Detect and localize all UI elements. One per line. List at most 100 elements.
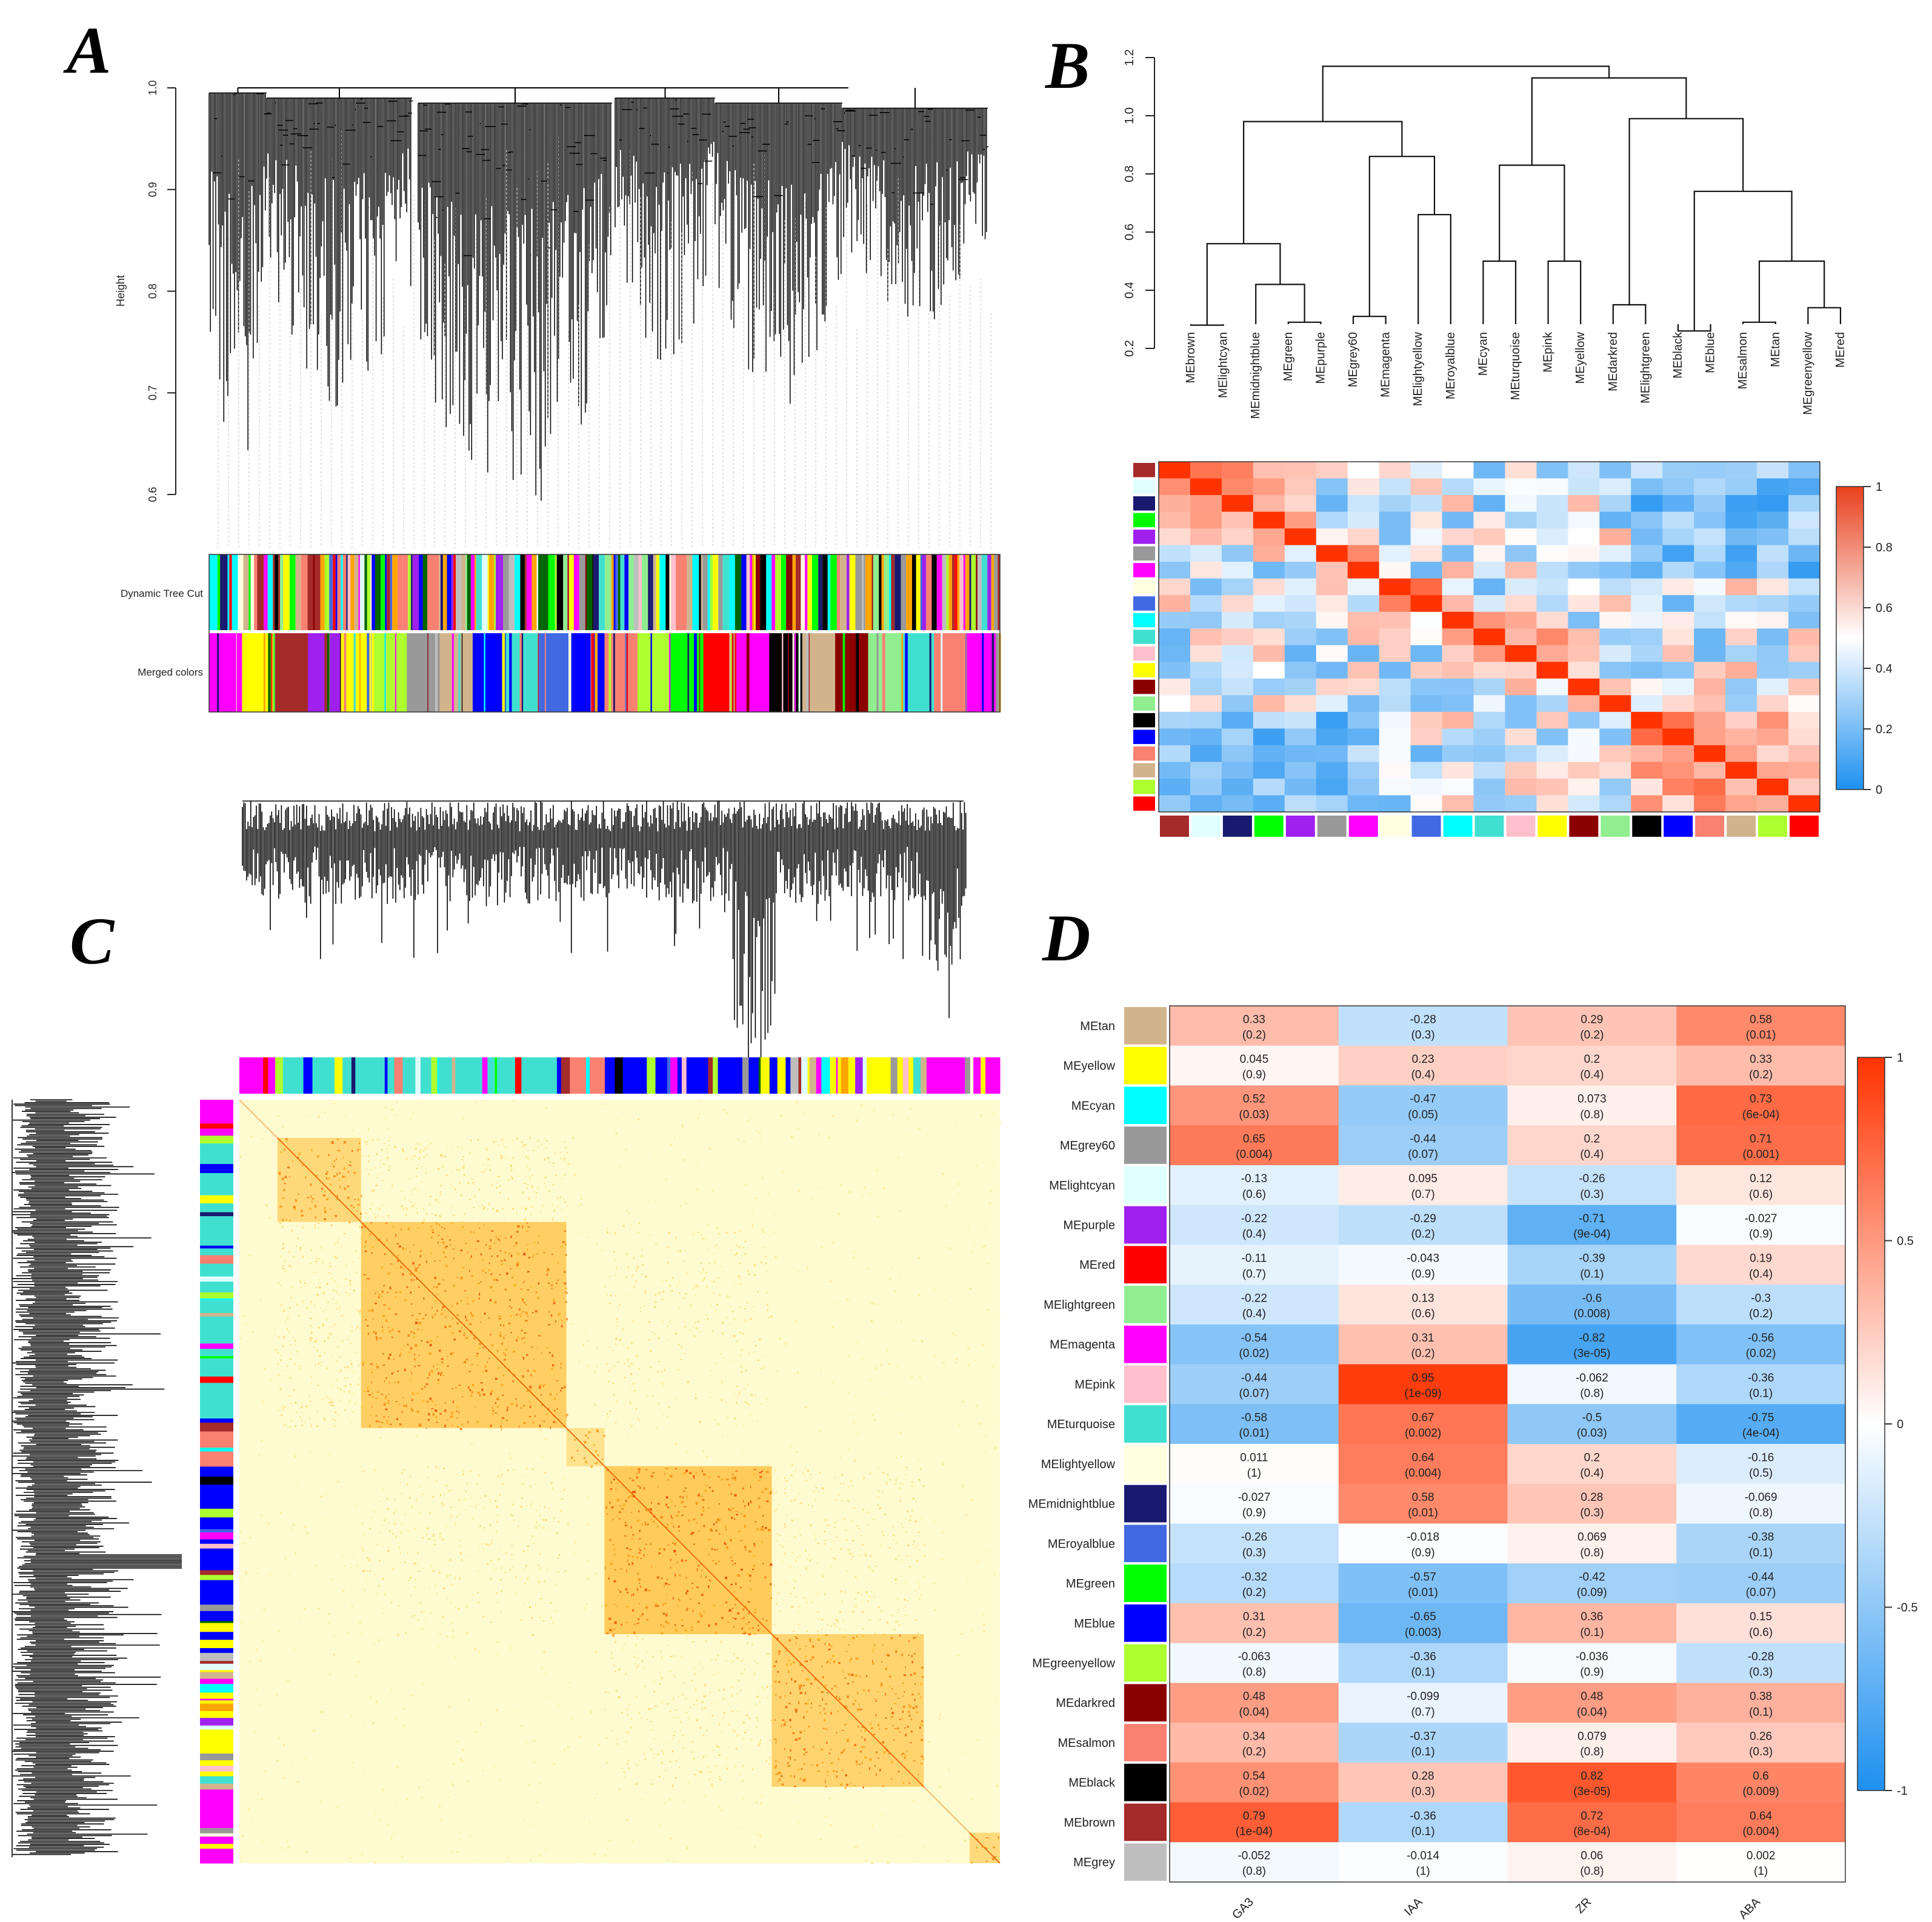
panel-a-dynamic-segment xyxy=(741,554,747,630)
panel-c-offblock-speckle xyxy=(278,1282,279,1284)
panel-c-offblock-speckle xyxy=(376,1593,378,1595)
panel-c-left-color-bar-segment xyxy=(200,1466,233,1472)
panel-c-background-speckle xyxy=(824,1816,827,1818)
panel-c-module-speckle xyxy=(515,1339,518,1342)
panel-b-col-color-blue xyxy=(1664,816,1693,837)
panel-c-offblock-speckle xyxy=(500,1469,501,1471)
panel-c-module-speckle xyxy=(994,1856,996,1858)
panel-b: B 0.20.40.60.81.01.2 MEbrown MElightcyan M… xyxy=(1044,28,1893,837)
panel-c-module-speckle xyxy=(371,1406,373,1408)
panel-a-dynamic-segment xyxy=(447,554,451,630)
panel-c-background-speckle xyxy=(961,1634,962,1636)
panel-c-module-speckle xyxy=(908,1711,910,1714)
panel-c-module-speckle xyxy=(371,1309,374,1312)
panel-c-module-speckle xyxy=(447,1419,449,1421)
panel-c-offblock-speckle xyxy=(368,1559,370,1561)
panel-c-background-speckle xyxy=(996,1422,998,1424)
panel-c-top-color-bar-segment xyxy=(713,1057,719,1094)
panel-c-module-speckle xyxy=(823,1708,825,1711)
panel-c-background-speckle xyxy=(542,1205,544,1206)
panel-b-heatmap-cell xyxy=(1725,528,1757,546)
panel-c-left-color-bar-segment xyxy=(200,1604,233,1612)
panel-c-module-speckle xyxy=(484,1312,486,1315)
panel-c-background-speckle xyxy=(306,1532,308,1535)
panel-c-background-speckle xyxy=(524,1532,526,1534)
panel-c-offblock-speckle xyxy=(458,1608,460,1610)
panel-c-background-speckle xyxy=(993,1446,996,1449)
panel-a-merged-segment xyxy=(209,633,242,712)
panel-c-module-speckle xyxy=(604,1567,606,1569)
panel-c-module-speckle xyxy=(625,1588,628,1591)
panel-c-left-color-bar-segment xyxy=(200,1143,233,1150)
panel-c-top-color-bar-segment xyxy=(661,1057,665,1094)
panel-c-module-speckle xyxy=(447,1365,449,1368)
panel-c-offblock-speckle xyxy=(705,1272,707,1274)
panel-b-leaf-label: MEyellow xyxy=(1574,331,1587,384)
panel-c-module-speckle xyxy=(871,1727,873,1729)
panel-c-left-color-bar-segment xyxy=(200,1532,233,1540)
panel-c-module-speckle xyxy=(473,1231,475,1234)
panel-c-module-speckle xyxy=(407,1227,410,1231)
panel-c-background-speckle xyxy=(633,1417,635,1419)
panel-c-background-speckle xyxy=(594,1371,596,1374)
panel-c-background-speckle xyxy=(467,1780,470,1782)
panel-c-background-speckle xyxy=(868,1844,869,1846)
panel-c-module-speckle xyxy=(794,1680,797,1683)
panel-b-heatmap-cell xyxy=(1536,595,1568,613)
panel-c-module-speckle xyxy=(627,1554,630,1557)
panel-a-dynamic-segment xyxy=(971,554,976,630)
panel-c-offblock-speckle xyxy=(722,1332,724,1335)
panel-c-module-speckle xyxy=(918,1693,920,1695)
panel-c-offblock-speckle xyxy=(356,1309,358,1311)
panel-b-leaf-label: MEgreen xyxy=(1282,332,1295,381)
panel-c-module-speckle xyxy=(643,1487,645,1490)
panel-c-background-speckle xyxy=(865,1859,868,1861)
panel-c-left-color-bar-segment xyxy=(200,1241,233,1246)
panel-c-module-speckle xyxy=(701,1569,702,1572)
panel-c-module-speckle xyxy=(631,1468,633,1469)
panel-c-module-speckle xyxy=(879,1769,881,1772)
panel-c-background-speckle xyxy=(763,1355,765,1357)
panel-c-module-speckle xyxy=(576,1450,579,1452)
panel-c-offblock-speckle xyxy=(393,1512,395,1515)
panel-c-module-speckle xyxy=(513,1283,516,1287)
panel-c-background-speckle xyxy=(541,1455,543,1457)
panel-c-top-color-bar-segment xyxy=(303,1057,313,1094)
panel-c-module-speckle xyxy=(382,1364,385,1366)
panel-c-module-speckle xyxy=(621,1508,624,1510)
panel-c-background-speckle xyxy=(898,1612,900,1613)
panel-c-module-speckle xyxy=(491,1255,493,1257)
panel-b-heatmap-cell xyxy=(1631,711,1663,729)
panel-c-background-speckle xyxy=(396,1509,398,1512)
panel-c-background-speckle xyxy=(287,1846,290,1849)
panel-c-module-speckle xyxy=(627,1591,628,1594)
panel-b-heatmap-cell xyxy=(1410,528,1443,546)
panel-c-module-speckle xyxy=(462,1396,463,1398)
panel-b-heatmap-cell xyxy=(1694,528,1726,546)
panel-c-background-speckle xyxy=(753,1317,755,1318)
panel-b-col-color-lightgreen xyxy=(1601,816,1630,837)
panel-c-module-speckle xyxy=(822,1727,825,1729)
panel-c-module-speckle xyxy=(828,1752,831,1755)
panel-c-background-speckle xyxy=(579,1203,582,1206)
panel-b-dendrogram-link xyxy=(1499,164,1565,261)
panel-c-background-speckle xyxy=(854,1846,856,1848)
panel-c-module-speckle xyxy=(684,1506,687,1508)
panel-c-offblock-speckle xyxy=(364,1141,366,1143)
panel-b-heatmap-cell xyxy=(1631,695,1663,713)
panel-b-heatmap-cell xyxy=(1379,678,1411,696)
panel-c-module-speckle xyxy=(491,1344,493,1347)
panel-c-module-speckle xyxy=(535,1291,538,1294)
panel-c-background-speckle xyxy=(701,1369,702,1372)
panel-c-module-speckle xyxy=(882,1644,884,1646)
panel-c-module-speckle xyxy=(732,1617,734,1619)
panel-c-offblock-speckle xyxy=(622,1329,624,1331)
panel-c-module-speckle xyxy=(367,1390,370,1392)
panel-c-module-speckle xyxy=(418,1322,421,1325)
panel-c-module-speckle xyxy=(543,1420,545,1423)
panel-c-module-speckle xyxy=(745,1605,747,1608)
panel-b-col-color-black xyxy=(1632,816,1662,837)
panel-b-heatmap-cell xyxy=(1788,695,1820,713)
panel-c-offblock-speckle xyxy=(328,1272,331,1274)
panel-c-offblock-speckle xyxy=(289,1358,292,1360)
